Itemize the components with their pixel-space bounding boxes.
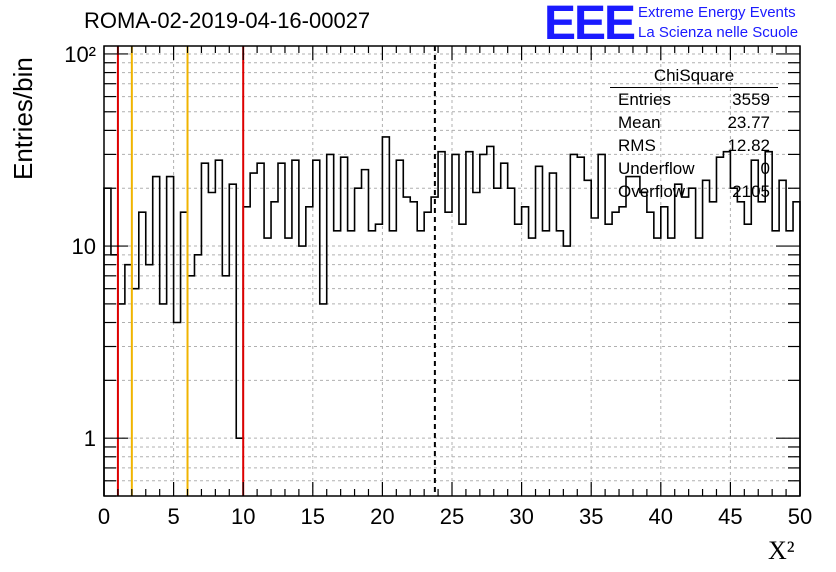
- y-axis-label: Entries/bin: [8, 57, 38, 180]
- stats-row-entries: Entries 3559: [610, 88, 778, 111]
- stats-label: Mean: [618, 113, 661, 132]
- y-tick-label: 1: [84, 426, 96, 451]
- stats-value: 23.77: [727, 113, 770, 132]
- x-tick-label: 40: [649, 504, 673, 529]
- stats-row-overflow: Overflow 2105: [610, 180, 778, 203]
- x-axis-label: X²: [768, 536, 795, 565]
- logo-line-1: Extreme Energy Events: [638, 4, 796, 21]
- logo-line-2: La Scienza nelle Scuole: [638, 24, 799, 41]
- stats-row-rms: RMS 12.82: [610, 134, 778, 157]
- stats-row-underflow: Underflow 0: [610, 157, 778, 180]
- x-tick-label: 45: [718, 504, 742, 529]
- stats-value: 0: [760, 159, 770, 178]
- stats-label: RMS: [618, 136, 656, 155]
- stats-label: Overflow: [618, 182, 686, 201]
- x-tick-label: 5: [167, 504, 179, 529]
- stats-row-mean: Mean 23.77: [610, 111, 778, 134]
- x-tick-label: 50: [788, 504, 812, 529]
- stats-label: Entries: [618, 90, 671, 109]
- x-tick-label: 25: [440, 504, 464, 529]
- eee-logo: EEE: [544, 0, 636, 50]
- x-tick-label: 10: [231, 504, 255, 529]
- stats-value: 12.82: [727, 136, 770, 155]
- y-tick-label: 10: [72, 234, 96, 259]
- y-tick-label: 10²: [64, 42, 96, 67]
- x-tick-label: 0: [98, 504, 110, 529]
- x-tick-label: 15: [301, 504, 325, 529]
- x-tick-label: 20: [370, 504, 394, 529]
- histogram-series: [103, 136, 801, 496]
- stats-value: 2105: [732, 182, 770, 201]
- stats-value: 3559: [732, 90, 770, 109]
- stats-label: Underflow: [618, 159, 695, 178]
- x-tick-label: 30: [509, 504, 533, 529]
- chart-title: ROMA-02-2019-04-16-00027: [84, 8, 371, 33]
- stats-box: ChiSquare Entries 3559 Mean 23.77 RMS 12.82…: [610, 66, 778, 203]
- stats-header: ChiSquare: [610, 66, 778, 88]
- x-tick-label: 35: [579, 504, 603, 529]
